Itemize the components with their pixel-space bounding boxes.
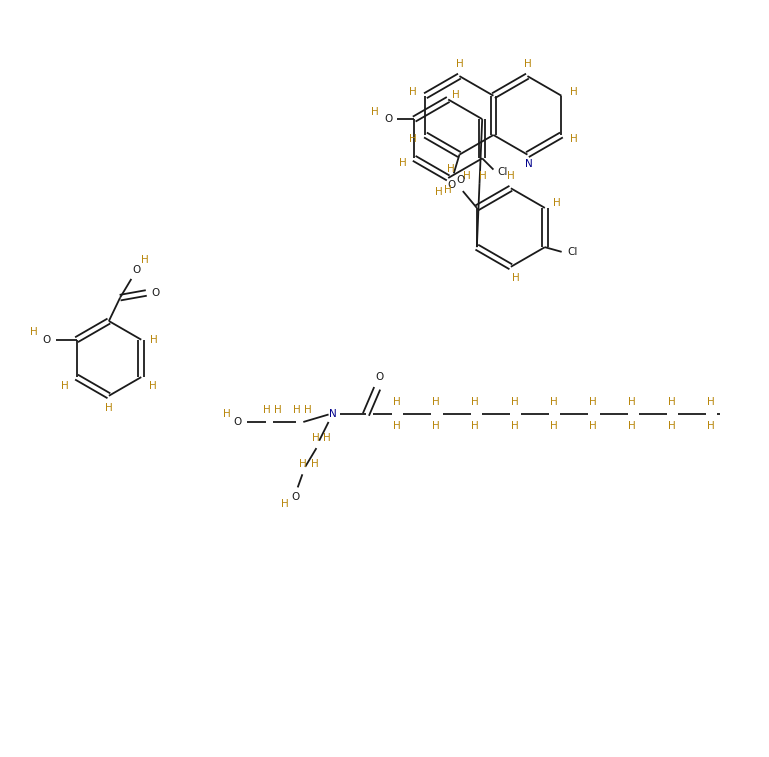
Text: H: H xyxy=(550,397,558,407)
Text: H: H xyxy=(141,255,148,265)
Text: H: H xyxy=(628,397,636,407)
Text: H: H xyxy=(275,405,282,415)
Text: H: H xyxy=(707,421,714,431)
Text: H: H xyxy=(432,421,440,431)
Text: H: H xyxy=(281,499,288,509)
Text: H: H xyxy=(393,421,401,431)
Text: Cl: Cl xyxy=(498,167,508,177)
Text: H: H xyxy=(471,421,479,431)
Text: H: H xyxy=(447,164,454,173)
Text: H: H xyxy=(479,170,487,181)
Text: H: H xyxy=(455,59,463,69)
Text: H: H xyxy=(399,158,407,168)
Text: H: H xyxy=(62,382,69,391)
Text: O: O xyxy=(151,288,160,298)
Text: H: H xyxy=(304,405,312,415)
Text: H: H xyxy=(570,87,578,97)
Text: O: O xyxy=(133,265,141,275)
Text: H: H xyxy=(628,421,636,431)
Text: H: H xyxy=(589,421,597,431)
Text: H: H xyxy=(151,335,158,344)
Text: O: O xyxy=(42,335,51,344)
Text: H: H xyxy=(570,134,578,144)
Text: H: H xyxy=(432,397,440,407)
Text: H: H xyxy=(452,90,460,100)
Text: H: H xyxy=(667,421,675,431)
Text: H: H xyxy=(507,171,514,181)
Text: H: H xyxy=(707,397,714,407)
Text: H: H xyxy=(550,421,558,431)
Text: H: H xyxy=(293,405,301,415)
Text: H: H xyxy=(30,327,38,337)
Text: H: H xyxy=(311,459,318,469)
Text: H: H xyxy=(409,134,417,144)
Text: H: H xyxy=(553,198,561,208)
Text: H: H xyxy=(323,433,331,443)
Text: O: O xyxy=(375,372,383,382)
Text: H: H xyxy=(471,397,479,407)
Text: N: N xyxy=(525,159,533,169)
Text: O: O xyxy=(384,114,392,124)
Text: O: O xyxy=(291,492,300,502)
Text: H: H xyxy=(589,397,597,407)
Text: H: H xyxy=(511,421,518,431)
Text: H: H xyxy=(409,87,417,97)
Text: H: H xyxy=(444,185,452,195)
Text: H: H xyxy=(263,405,271,415)
Text: H: H xyxy=(463,170,471,181)
Text: O: O xyxy=(456,175,464,185)
Text: H: H xyxy=(299,459,307,469)
Text: Cl: Cl xyxy=(568,247,578,257)
Text: H: H xyxy=(524,59,531,69)
Text: H: H xyxy=(435,187,443,197)
Text: H: H xyxy=(667,397,675,407)
Text: H: H xyxy=(311,433,319,443)
Text: H: H xyxy=(223,410,231,419)
Text: H: H xyxy=(148,382,156,391)
Text: H: H xyxy=(511,397,518,407)
Text: O: O xyxy=(448,179,456,189)
Text: N: N xyxy=(329,410,337,419)
Text: O: O xyxy=(234,417,242,427)
Text: H: H xyxy=(371,107,379,117)
Text: H: H xyxy=(393,397,401,407)
Text: H: H xyxy=(511,273,519,283)
Text: H: H xyxy=(105,403,113,413)
